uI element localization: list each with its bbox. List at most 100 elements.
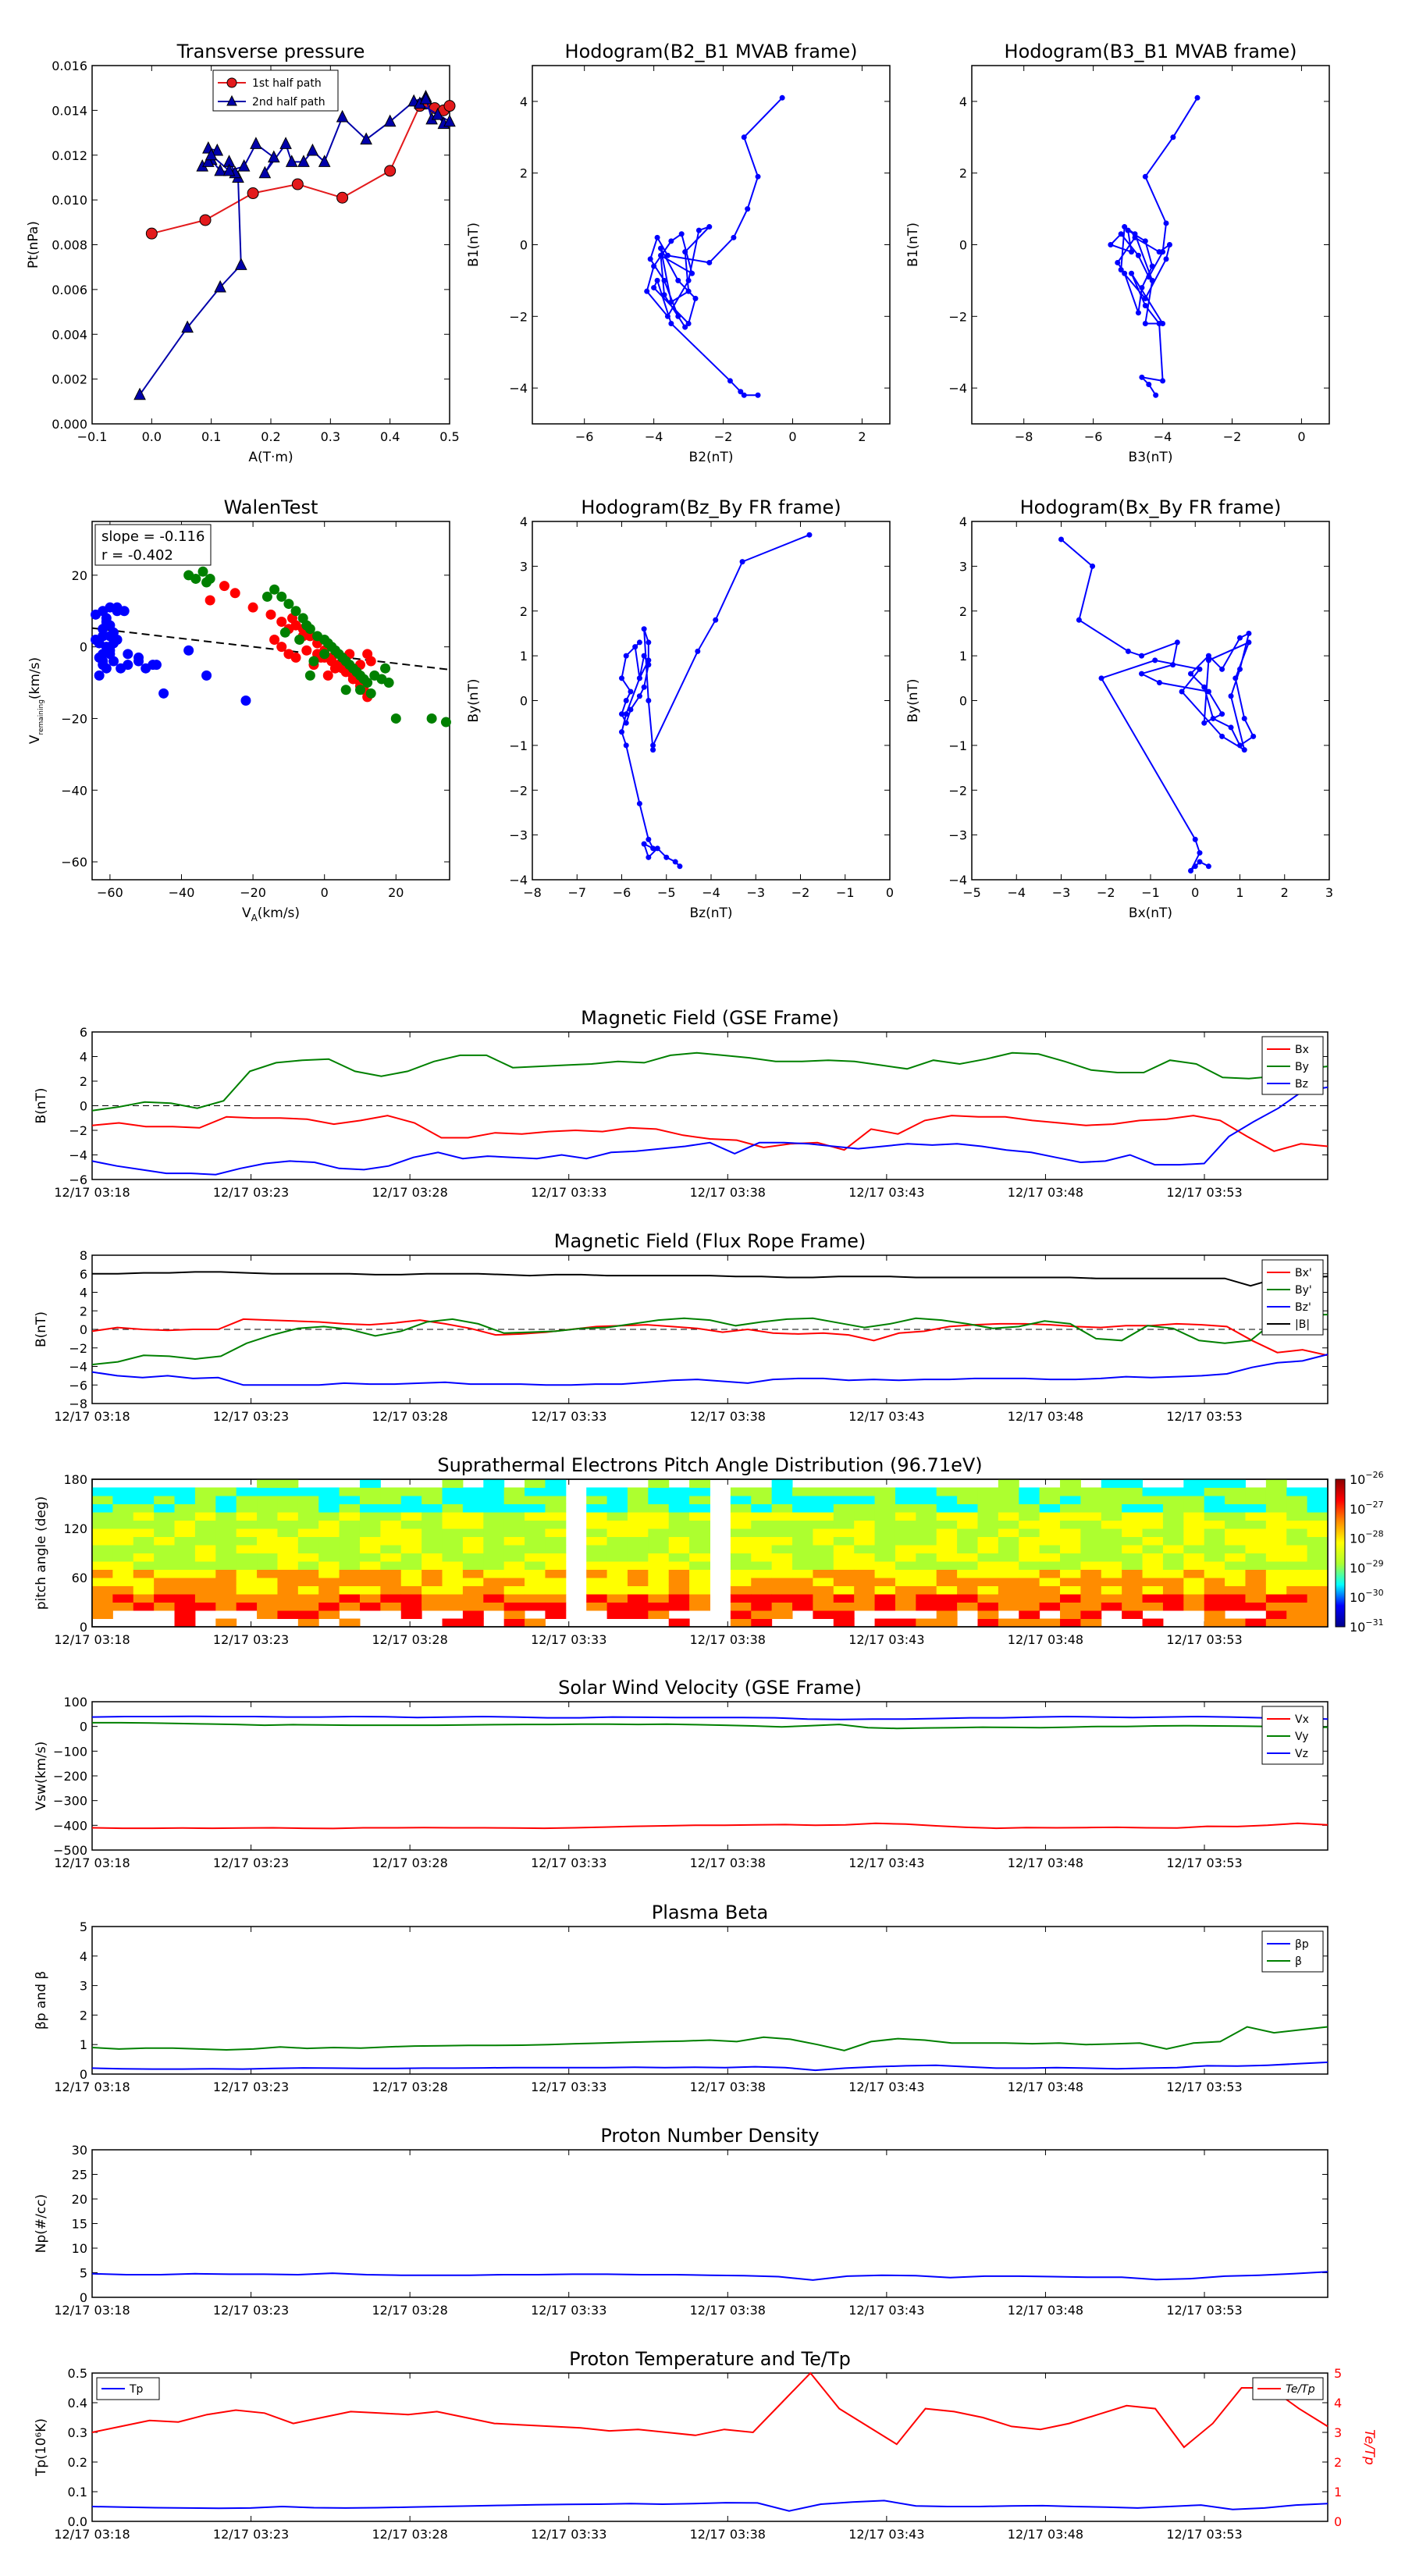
- heatmap-cell: [977, 1594, 999, 1603]
- heatmap-cell: [92, 1585, 113, 1595]
- heatmap-cell: [318, 1594, 340, 1603]
- data-point: [214, 279, 226, 293]
- heatmap-cell: [977, 1569, 999, 1578]
- y-tick-label: 0.016: [52, 59, 87, 73]
- heatmap-cell: [1019, 1496, 1040, 1504]
- heatmap-cell: [1204, 1578, 1225, 1586]
- heatmap-cell: [1286, 1602, 1308, 1611]
- heatmap-cell: [813, 1569, 834, 1578]
- data-point: [214, 163, 226, 176]
- heatmap-cell: [1122, 1569, 1144, 1578]
- heatmap-cell: [133, 1536, 155, 1546]
- heatmap-cell: [689, 1578, 710, 1586]
- plot-frame: [91, 1926, 1329, 2075]
- heatmap-cell: [1225, 1503, 1246, 1513]
- heatmap-cell: [525, 1585, 546, 1595]
- heatmap-cell: [1286, 1503, 1308, 1513]
- heatmap-cell: [1142, 1503, 1164, 1513]
- heatmap-cell: [1245, 1503, 1267, 1513]
- heatmap-cell: [730, 1503, 752, 1513]
- series-line: [91, 1051, 1329, 1112]
- x-tick-label: 0: [1297, 429, 1305, 444]
- heatmap-cell: [977, 1487, 999, 1496]
- data-point: [1205, 688, 1211, 695]
- data-point: [650, 845, 656, 852]
- data-point: [1142, 320, 1148, 326]
- heatmap-cell: [215, 1561, 237, 1570]
- data-point: [360, 132, 372, 145]
- heatmap-cell: [771, 1487, 793, 1496]
- heatmap-cell: [1122, 1512, 1144, 1521]
- data-point: [151, 660, 162, 671]
- heatmap-cell: [154, 1594, 176, 1603]
- heatmap-cell: [813, 1503, 834, 1513]
- heatmap-cell: [277, 1512, 299, 1521]
- x-tick-label: 12/17 03:38: [690, 1632, 766, 1647]
- data-point: [123, 660, 133, 671]
- data-point: [285, 155, 298, 167]
- heatmap-cell: [545, 1578, 567, 1586]
- data-point: [365, 688, 376, 699]
- y-tick-label: −2: [69, 1341, 87, 1356]
- heatmap-cell: [1142, 1569, 1164, 1578]
- heatmap-cell: [1225, 1528, 1246, 1537]
- data-point: [268, 150, 280, 163]
- data-point: [1098, 675, 1104, 681]
- heatmap-cell: [998, 1545, 1019, 1553]
- heatmap-cell: [648, 1553, 670, 1562]
- heatmap-cell: [483, 1585, 505, 1595]
- heatmap-cell: [606, 1503, 628, 1513]
- heatmap-cell: [586, 1503, 608, 1513]
- data-point: [222, 163, 236, 176]
- heatmap-cell: [297, 1496, 319, 1504]
- heatmap-cell: [730, 1594, 752, 1603]
- x-tick-label: −0.1: [77, 429, 108, 444]
- data-point: [675, 313, 681, 319]
- data-point: [1153, 392, 1159, 398]
- heatmap-cell: [1101, 1503, 1122, 1513]
- data-point: [304, 670, 315, 681]
- heatmap-cell: [1204, 1545, 1225, 1553]
- heatmap-cell: [977, 1585, 999, 1595]
- heatmap-cell: [154, 1602, 176, 1611]
- heatmap-cell: [525, 1520, 546, 1529]
- heatmap-cell: [874, 1569, 896, 1578]
- y-tick-label: 0: [80, 1720, 87, 1735]
- heatmap-cell: [1265, 1496, 1287, 1504]
- heatmap-cell: [1265, 1602, 1287, 1611]
- heatmap-cell: [957, 1536, 978, 1546]
- chart-title: Proton Temperature and Te/Tp: [569, 2348, 851, 2370]
- data-point: [1219, 666, 1225, 672]
- series-line: [92, 1271, 1329, 1287]
- data-point: [1129, 270, 1135, 276]
- heatmap-cell: [257, 1569, 278, 1578]
- heatmap-cell: [1039, 1536, 1061, 1546]
- x-axis-label: VA(km/s): [242, 906, 300, 923]
- heatmap-cell: [1265, 1545, 1287, 1553]
- data-point: [636, 639, 642, 646]
- heatmap-cell: [400, 1561, 422, 1570]
- data-point: [101, 663, 112, 674]
- heatmap-cell: [174, 1528, 196, 1537]
- heatmap-cell: [998, 1503, 1019, 1513]
- heatmap-cell: [112, 1528, 134, 1537]
- heatmap-cell: [916, 1594, 937, 1603]
- heatmap-cell: [895, 1487, 916, 1496]
- data-point: [695, 648, 701, 654]
- heatmap-cell: [1060, 1512, 1081, 1521]
- heatmap-cell: [1142, 1512, 1164, 1521]
- heatmap-cell: [236, 1536, 258, 1546]
- heatmap-cell: [854, 1487, 876, 1496]
- heatmap-cell: [1307, 1503, 1329, 1513]
- heatmap-cell: [359, 1512, 381, 1521]
- heatmap-cell: [92, 1561, 113, 1570]
- heatmap-cell: [1245, 1618, 1267, 1628]
- heatmap-cell: [503, 1610, 525, 1619]
- heatmap-cell: [1286, 1520, 1308, 1529]
- y-tick-label: 2: [959, 166, 967, 181]
- heatmap-cell: [957, 1487, 978, 1496]
- y-tick-label: 0.2: [68, 2455, 87, 2470]
- heatmap-cell: [1204, 1569, 1225, 1578]
- chart-title: Magnetic Field (GSE Frame): [581, 1007, 839, 1029]
- heatmap-cell: [462, 1503, 484, 1513]
